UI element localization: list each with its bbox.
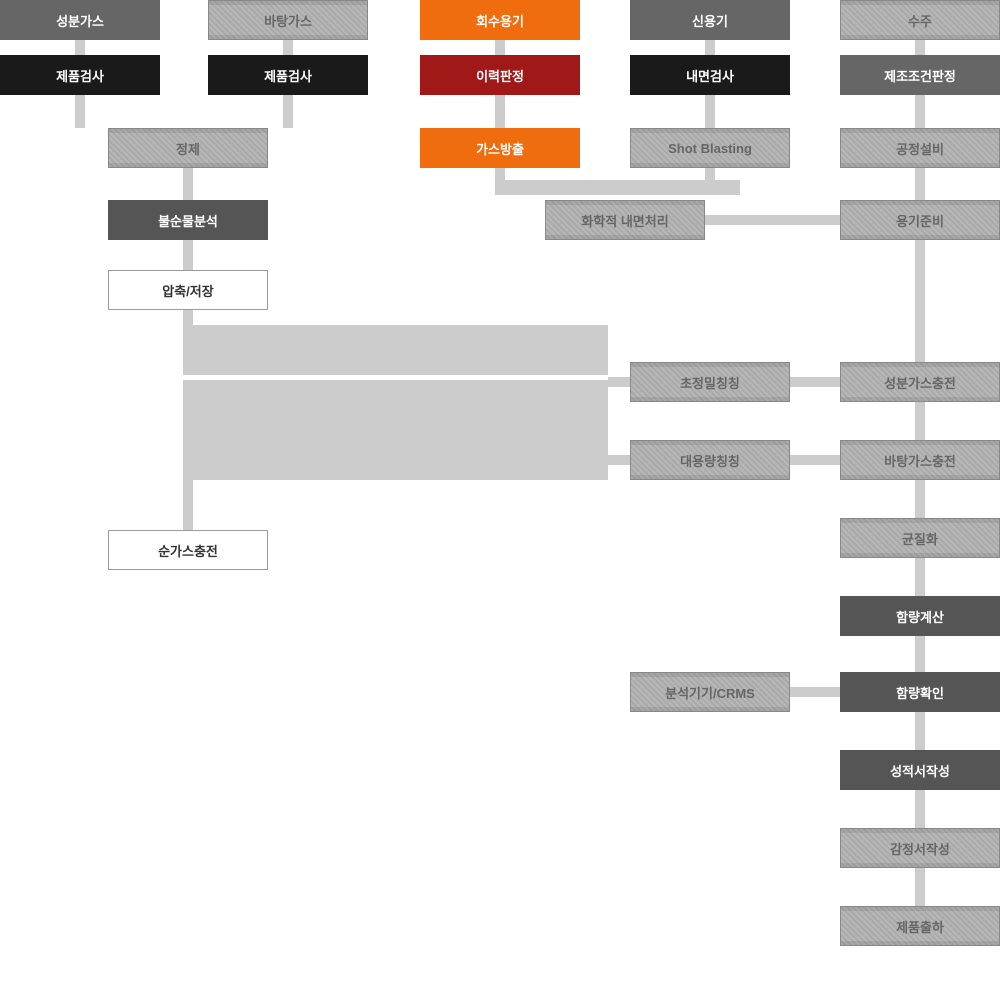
node-n17: 용기준비	[840, 200, 1000, 240]
node-label: 내면검사	[686, 66, 734, 85]
node-n30: 제품출하	[840, 906, 1000, 946]
node-label: 감정서작성	[890, 839, 950, 858]
node-n5: 수주	[840, 0, 1000, 40]
node-n13: Shot Blasting	[630, 128, 790, 168]
node-label: 함량계산	[896, 607, 944, 626]
node-label: 용기준비	[896, 211, 944, 230]
connector	[915, 402, 925, 440]
connector	[915, 40, 925, 55]
node-n24: 순가스충전	[108, 530, 268, 570]
connector	[915, 868, 925, 906]
connector	[705, 95, 715, 128]
node-label: Shot Blasting	[668, 141, 752, 156]
node-n23: 균질화	[840, 518, 1000, 558]
connector	[790, 687, 840, 697]
node-n16: 화학적 내면처리	[545, 200, 705, 240]
connector	[915, 240, 925, 362]
connector	[183, 380, 608, 480]
connector	[183, 480, 193, 530]
node-n10: 제조조건판정	[840, 55, 1000, 95]
node-label: 제품검사	[264, 66, 312, 85]
node-label: 신용기	[692, 11, 728, 30]
node-n28: 성적서작성	[840, 750, 1000, 790]
node-n15: 불순물분석	[108, 200, 268, 240]
node-label: 성분가스	[56, 11, 104, 30]
connector	[495, 40, 505, 55]
node-label: 제품검사	[56, 66, 104, 85]
node-n9: 내면검사	[630, 55, 790, 95]
node-label: 제조조건판정	[884, 66, 956, 85]
node-n25: 함량계산	[840, 596, 1000, 636]
node-label: 바탕가스	[264, 11, 312, 30]
connector	[75, 40, 85, 55]
node-label: 공정설비	[896, 139, 944, 158]
node-label: 바탕가스충전	[884, 451, 956, 470]
connector	[915, 168, 925, 200]
node-label: 함량확인	[896, 683, 944, 702]
connector	[790, 377, 840, 387]
node-label: 분석기기/CRMS	[665, 683, 755, 702]
connector	[915, 558, 925, 596]
node-n14: 공정설비	[840, 128, 1000, 168]
connector	[283, 40, 293, 55]
node-n21: 대용량칭칭	[630, 440, 790, 480]
node-n18: 압축/저장	[108, 270, 268, 310]
node-n26: 분석기기/CRMS	[630, 672, 790, 712]
connector	[915, 636, 925, 672]
node-label: 수주	[908, 11, 932, 30]
connector	[608, 455, 630, 465]
connector	[495, 180, 650, 195]
connector	[283, 95, 293, 128]
node-n8: 이력판정	[420, 55, 580, 95]
node-n19: 초정밀칭칭	[630, 362, 790, 402]
connector	[183, 325, 608, 375]
connector	[705, 40, 715, 55]
node-label: 정제	[176, 139, 200, 158]
node-label: 화학적 내면처리	[581, 211, 668, 230]
node-n7: 제품검사	[208, 55, 368, 95]
connector	[915, 480, 925, 518]
node-label: 순가스충전	[158, 541, 218, 560]
connector	[705, 215, 840, 225]
connector	[608, 377, 630, 387]
node-label: 이력판정	[476, 66, 524, 85]
node-label: 대용량칭칭	[680, 451, 740, 470]
node-label: 회수용기	[476, 11, 524, 30]
connector	[75, 95, 85, 128]
connector	[915, 95, 925, 128]
connector	[915, 790, 925, 828]
node-label: 초정밀칭칭	[680, 373, 740, 392]
node-label: 압축/저장	[162, 281, 213, 300]
node-label: 불순물분석	[158, 211, 218, 230]
node-n12: 가스방출	[420, 128, 580, 168]
node-label: 균질화	[902, 529, 938, 548]
node-n3: 회수용기	[420, 0, 580, 40]
connector	[790, 455, 840, 465]
connector	[183, 168, 193, 200]
node-label: 가스방출	[476, 139, 524, 158]
node-n20: 성분가스충전	[840, 362, 1000, 402]
node-label: 성적서작성	[890, 761, 950, 780]
node-n1: 성분가스	[0, 0, 160, 40]
node-label: 제품출하	[896, 917, 944, 936]
node-n6: 제품검사	[0, 55, 160, 95]
connector	[183, 310, 193, 325]
node-n29: 감정서작성	[840, 828, 1000, 868]
node-n2: 바탕가스	[208, 0, 368, 40]
node-label: 성분가스충전	[884, 373, 956, 392]
node-n4: 신용기	[630, 0, 790, 40]
connector	[640, 180, 740, 195]
node-n27: 함량확인	[840, 672, 1000, 712]
node-n22: 바탕가스충전	[840, 440, 1000, 480]
connector	[915, 712, 925, 750]
connector	[495, 95, 505, 128]
node-n11: 정제	[108, 128, 268, 168]
connector	[183, 240, 193, 270]
